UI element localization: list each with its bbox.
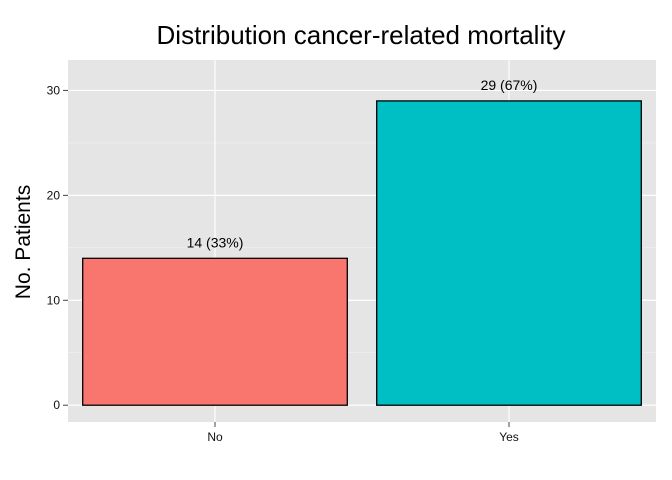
data-labels: 14 (33%) 29 (67%) <box>187 77 538 250</box>
bar-no <box>82 257 348 406</box>
y-axis-label: No. Patients <box>12 185 35 299</box>
data-label-no: 14 (33%) <box>187 234 244 250</box>
y-tick-label: 10 <box>47 293 61 307</box>
y-axis: 0 10 20 30 <box>47 83 68 412</box>
x-axis: No Yes <box>207 422 519 444</box>
data-label-yes: 29 (67%) <box>481 77 538 93</box>
y-tick-label: 0 <box>53 398 60 412</box>
bar-yes <box>376 100 642 406</box>
x-tick-label-no: No <box>207 430 223 444</box>
y-tick-label: 30 <box>47 83 61 97</box>
x-tick-label-yes: Yes <box>499 430 519 444</box>
y-tick-label: 20 <box>47 188 61 202</box>
bars <box>82 100 642 406</box>
chart-title: Distribution cancer-related mortality <box>157 20 566 50</box>
